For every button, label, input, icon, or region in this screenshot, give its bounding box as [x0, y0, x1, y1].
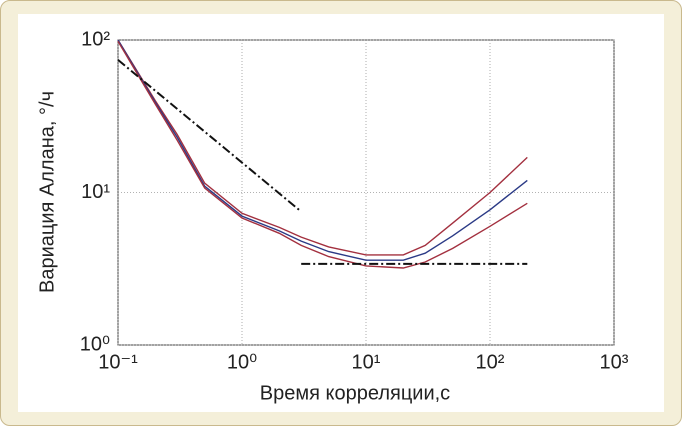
- allan-curve: [117, 40, 528, 269]
- panel: [18, 14, 664, 412]
- x-tick-label: 10⁻¹: [98, 351, 138, 373]
- y-axis-label: Вариация Аллана, °/ч: [36, 91, 58, 293]
- x-tick-label: 10¹: [352, 351, 381, 373]
- allan-curve: [117, 39, 528, 256]
- allan-curve: [117, 39, 528, 261]
- x-tick-label: 10²: [476, 351, 505, 373]
- asymptote-line: [117, 59, 302, 213]
- x-tick-label: 10⁰: [227, 351, 257, 373]
- x-axis-label: Время корреляции,с: [260, 382, 450, 404]
- y-tick-label: 10¹: [81, 181, 110, 203]
- y-tick-label: 10⁰: [80, 333, 110, 355]
- x-tick-label: 10³: [600, 351, 629, 373]
- y-tick-label: 10²: [81, 28, 110, 50]
